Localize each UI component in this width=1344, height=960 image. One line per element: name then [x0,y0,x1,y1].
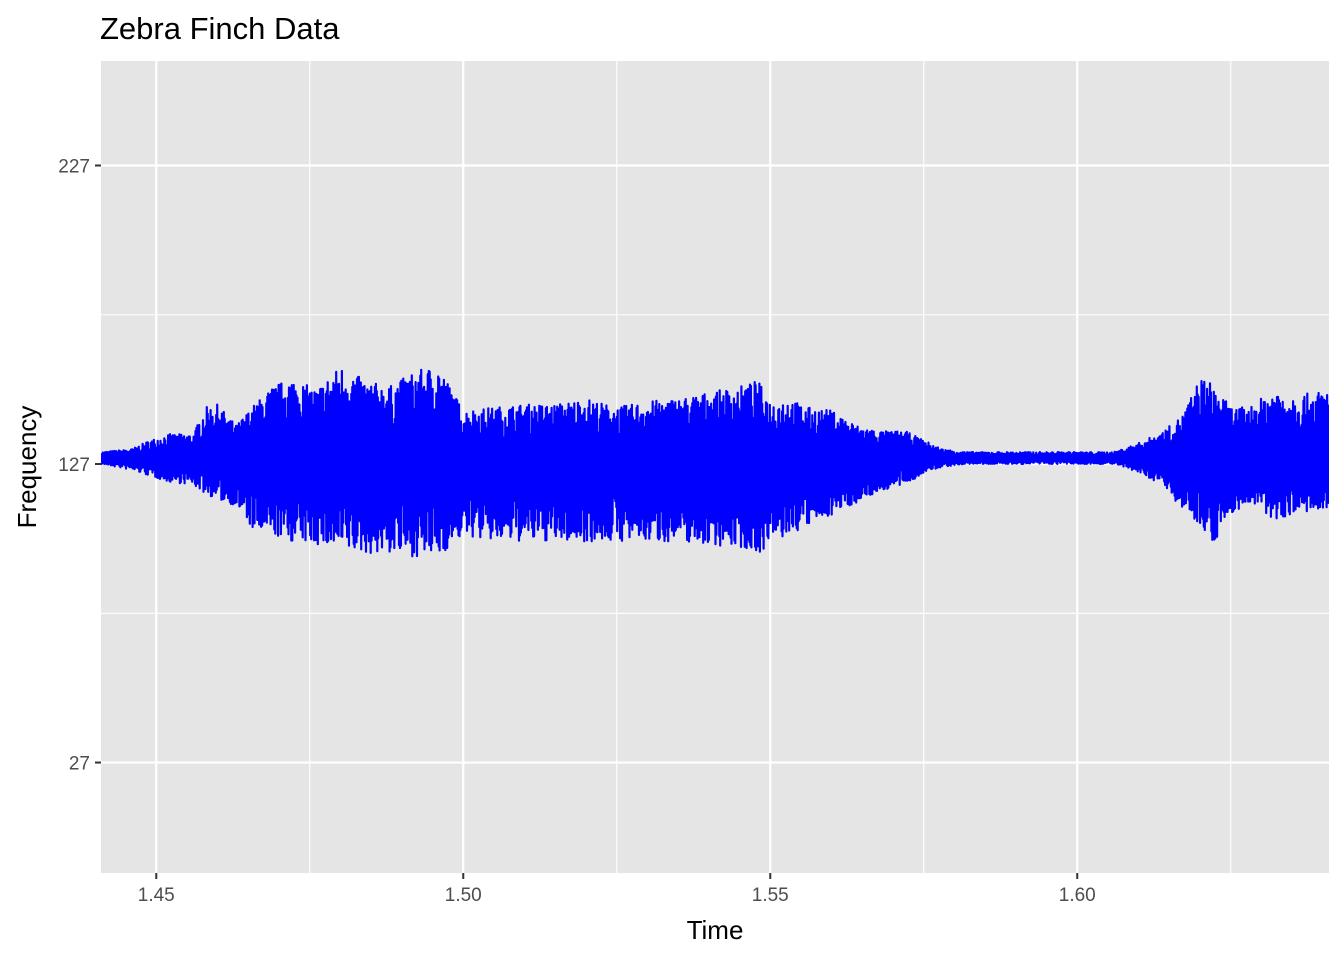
x-tick-label: 1.50 [445,885,482,906]
y-axis: 27 127 227 [58,156,101,775]
y-tick-label: 227 [58,156,90,177]
x-axis: 1.45 1.50 1.55 1.60 [138,873,1096,906]
x-tick-label: 1.45 [138,885,175,906]
x-tick-label: 1.55 [752,885,789,906]
chart-title: Zebra Finch Data [100,11,340,46]
frequency-series-line [101,368,1329,558]
x-tick-label: 1.60 [1059,885,1096,906]
y-tick-label: 27 [69,754,90,775]
y-axis-title: Frequency [12,406,42,529]
x-axis-title: Time [687,915,744,945]
y-tick-label: 127 [58,455,90,476]
